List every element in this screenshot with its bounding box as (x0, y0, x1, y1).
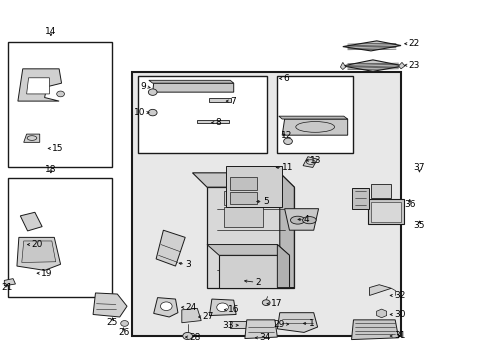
Bar (367, 199, 404, 224)
Polygon shape (277, 313, 317, 332)
Polygon shape (351, 320, 398, 339)
Polygon shape (93, 293, 127, 317)
Text: 37: 37 (413, 163, 425, 172)
Text: 27: 27 (202, 312, 214, 321)
Text: 24: 24 (185, 303, 197, 312)
Text: 2: 2 (255, 278, 261, 287)
Polygon shape (206, 187, 294, 288)
Bar (224, 207, 262, 226)
Text: 26: 26 (118, 328, 129, 337)
Polygon shape (340, 62, 345, 69)
Bar (371, 202, 400, 222)
Text: 21: 21 (1, 283, 13, 292)
Text: 13: 13 (310, 156, 321, 165)
Text: 14: 14 (45, 27, 57, 36)
Text: 30: 30 (393, 310, 405, 319)
Polygon shape (182, 309, 201, 323)
Text: 12: 12 (280, 131, 291, 140)
Polygon shape (148, 80, 233, 83)
Polygon shape (18, 69, 61, 101)
Text: 18: 18 (45, 165, 57, 174)
Text: 36: 36 (403, 199, 415, 208)
Circle shape (160, 302, 172, 311)
Text: 25: 25 (106, 318, 118, 327)
Polygon shape (24, 134, 40, 142)
Bar (132, 72, 400, 336)
Ellipse shape (290, 216, 305, 224)
Polygon shape (26, 78, 49, 94)
Text: 7: 7 (230, 96, 236, 105)
Polygon shape (230, 320, 245, 328)
Polygon shape (284, 209, 318, 230)
Polygon shape (342, 60, 403, 71)
Ellipse shape (302, 217, 316, 224)
Text: 16: 16 (228, 305, 240, 314)
Text: 11: 11 (282, 163, 293, 172)
Polygon shape (4, 279, 16, 286)
Bar (230, 192, 257, 204)
Bar (8, 178, 112, 297)
Polygon shape (342, 41, 400, 51)
Polygon shape (244, 320, 277, 338)
Text: 32: 32 (393, 291, 405, 300)
Text: 22: 22 (408, 39, 419, 48)
Text: 19: 19 (41, 269, 53, 278)
Text: 6: 6 (283, 74, 289, 83)
Circle shape (262, 300, 269, 306)
Circle shape (121, 320, 128, 326)
Text: 1: 1 (308, 319, 314, 328)
Circle shape (148, 89, 157, 95)
Text: 8: 8 (215, 118, 221, 127)
Text: 31: 31 (393, 332, 405, 341)
Polygon shape (152, 83, 233, 92)
Circle shape (57, 91, 64, 97)
Circle shape (283, 138, 292, 144)
Polygon shape (153, 298, 178, 317)
Bar (277, 76, 352, 153)
Polygon shape (20, 212, 42, 231)
Text: 29: 29 (273, 320, 284, 329)
Text: 5: 5 (262, 197, 268, 206)
Polygon shape (226, 166, 282, 207)
Bar (224, 191, 262, 205)
Polygon shape (277, 244, 289, 288)
Polygon shape (282, 119, 347, 135)
Text: 35: 35 (413, 221, 425, 230)
Text: 28: 28 (189, 333, 201, 342)
Text: 20: 20 (31, 240, 43, 249)
Polygon shape (370, 184, 390, 198)
Polygon shape (17, 237, 61, 270)
Polygon shape (192, 173, 294, 187)
Text: 3: 3 (185, 260, 191, 269)
Polygon shape (278, 116, 347, 119)
Polygon shape (351, 188, 369, 209)
Polygon shape (197, 120, 228, 123)
Circle shape (183, 332, 192, 339)
Text: 10: 10 (133, 108, 144, 117)
Text: 15: 15 (52, 144, 63, 153)
Polygon shape (22, 241, 56, 262)
Text: 9: 9 (141, 82, 146, 91)
Polygon shape (209, 299, 236, 316)
Polygon shape (369, 285, 390, 296)
Text: 34: 34 (259, 333, 270, 342)
Polygon shape (219, 255, 289, 288)
Text: 17: 17 (270, 299, 282, 308)
Text: 23: 23 (408, 61, 419, 70)
Bar (138, 76, 266, 153)
Circle shape (148, 109, 157, 116)
Text: 33: 33 (222, 321, 234, 330)
Polygon shape (303, 157, 317, 167)
Polygon shape (279, 173, 294, 288)
Polygon shape (209, 98, 231, 102)
Polygon shape (156, 230, 185, 266)
Bar (8, 42, 112, 167)
Text: 4: 4 (304, 215, 309, 224)
Circle shape (216, 303, 228, 312)
Polygon shape (398, 62, 404, 69)
Polygon shape (206, 244, 289, 255)
Bar (230, 177, 257, 190)
